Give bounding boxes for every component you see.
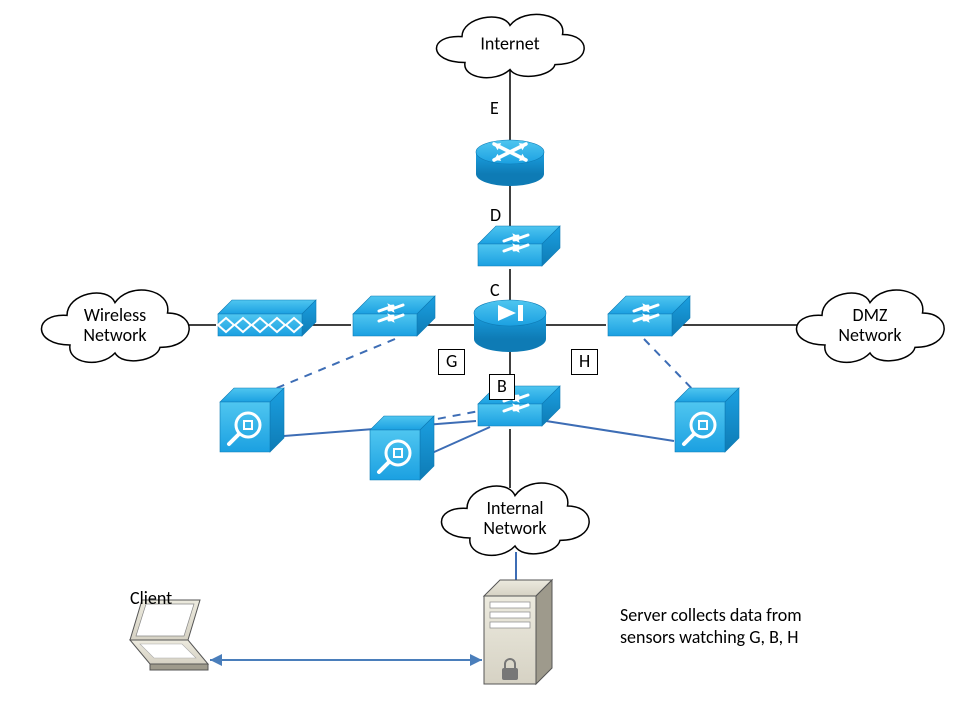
wlan-controller-icon [218,300,316,336]
label-E: E [490,98,499,120]
label-H: H [571,349,598,375]
svg-text:Wireless: Wireless [84,304,146,326]
cloud-icon: InternalNetwork [441,483,589,555]
cloud-icon: DMZNetwork [796,290,944,362]
label-D: D [490,205,501,227]
firewall-icon [474,300,546,352]
cloud-icon: WirelessNetwork [41,290,189,362]
server-label: Server collects data from sensors watchi… [620,605,920,648]
cloud-icon: Internet [436,14,584,77]
svg-text:Internal: Internal [486,497,543,519]
switch-icon [478,226,560,266]
svg-text:Network: Network [83,324,146,346]
sensor-icon [370,416,434,480]
arrow [210,654,482,666]
svg-text:Internet: Internet [480,33,539,55]
switch-icon [608,296,690,336]
laptop-icon [130,600,208,670]
label-C: C [490,280,500,302]
svg-text:Network: Network [838,324,901,346]
server-icon [484,580,552,684]
svg-text:Network: Network [483,517,546,539]
svg-text:DMZ: DMZ [853,304,888,326]
label-G: G [438,349,465,375]
sensor-icon [675,388,739,452]
router-icon [476,140,544,186]
label-B: B [489,374,515,400]
server-label-line2: sensors watching G, B, H [620,627,920,649]
server-label-line1: Server collects data from [620,605,920,627]
sensor-icon [220,388,284,452]
client-label: Client [130,588,172,610]
switch-icon [353,296,435,336]
